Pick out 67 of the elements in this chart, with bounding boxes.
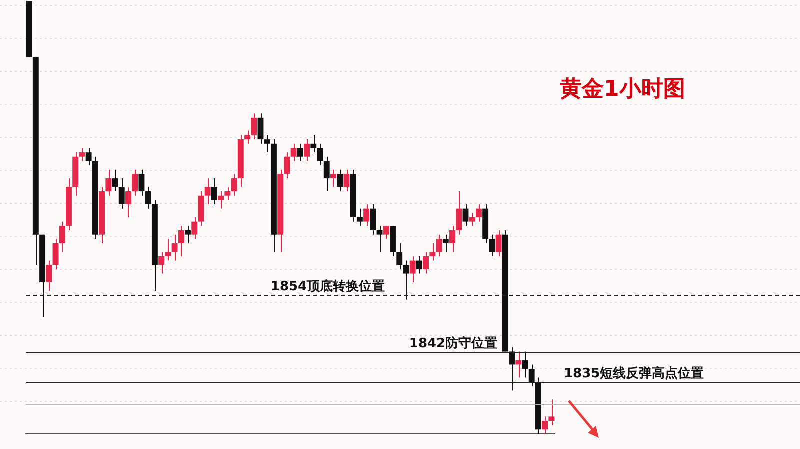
candlestick [396,242,403,270]
candlestick [403,260,410,300]
candlestick [178,226,184,257]
candlestick [324,156,330,192]
ref-line-label: 1835短线反弹高点位置 [564,365,704,382]
candlestick [442,234,449,253]
candlestick [165,238,172,262]
candlestick [224,186,231,201]
candlestick [258,113,264,144]
candlestick [542,416,548,434]
candlestick [516,351,522,378]
ref-line-label: 1842防守位置 [409,335,498,352]
candlestick [79,148,86,162]
candlestick [244,130,250,144]
candlestick [528,364,535,387]
candlestick [86,148,92,166]
candlestick [317,143,324,166]
candlestick [370,204,376,236]
candlestick [376,226,383,253]
candlestick [218,191,224,210]
candlestick [456,191,462,236]
candlestick [476,204,482,222]
candlestick [118,178,125,210]
candlestick [112,169,118,192]
candlestick [450,226,456,253]
candlestick [337,169,344,192]
candlestick [489,234,496,257]
candlestick [211,178,218,206]
candlestick [145,186,152,210]
candlestick [344,169,350,192]
candlestick [231,174,238,196]
candlestick [172,234,178,262]
candlestick [106,169,112,196]
candlestick [436,234,442,257]
candlestick [304,139,310,162]
candlestick [522,351,528,378]
candlestick [290,143,297,162]
text: 黄金1小时图 [560,76,686,104]
candlestick [264,134,270,154]
candlestick [132,169,138,196]
candlestick [496,230,502,257]
candlestick [410,256,416,283]
candlestick [158,252,165,274]
candlestick [52,238,59,270]
candlestick [462,204,469,227]
candlestick [310,134,317,154]
candlestick [284,152,290,180]
candlestick [430,242,436,262]
candlestick [126,186,132,218]
candlestick [251,113,258,140]
candlestick [297,143,304,162]
candlestick [364,204,370,227]
candlestick [330,169,336,188]
candlestick [383,226,390,240]
candlestick [469,212,476,227]
ref-line-label: 1854顶底转换位置 [270,278,386,294]
candlestick [416,256,422,274]
candlestick [138,169,145,196]
candlestick [423,252,430,274]
candlestick [356,208,363,227]
candlestick [185,226,191,244]
candlestick [509,346,515,392]
candlestick [46,260,52,292]
candlestick [192,217,198,240]
candlestick [204,178,211,206]
candlestick [59,221,66,253]
candlestick [548,398,555,426]
